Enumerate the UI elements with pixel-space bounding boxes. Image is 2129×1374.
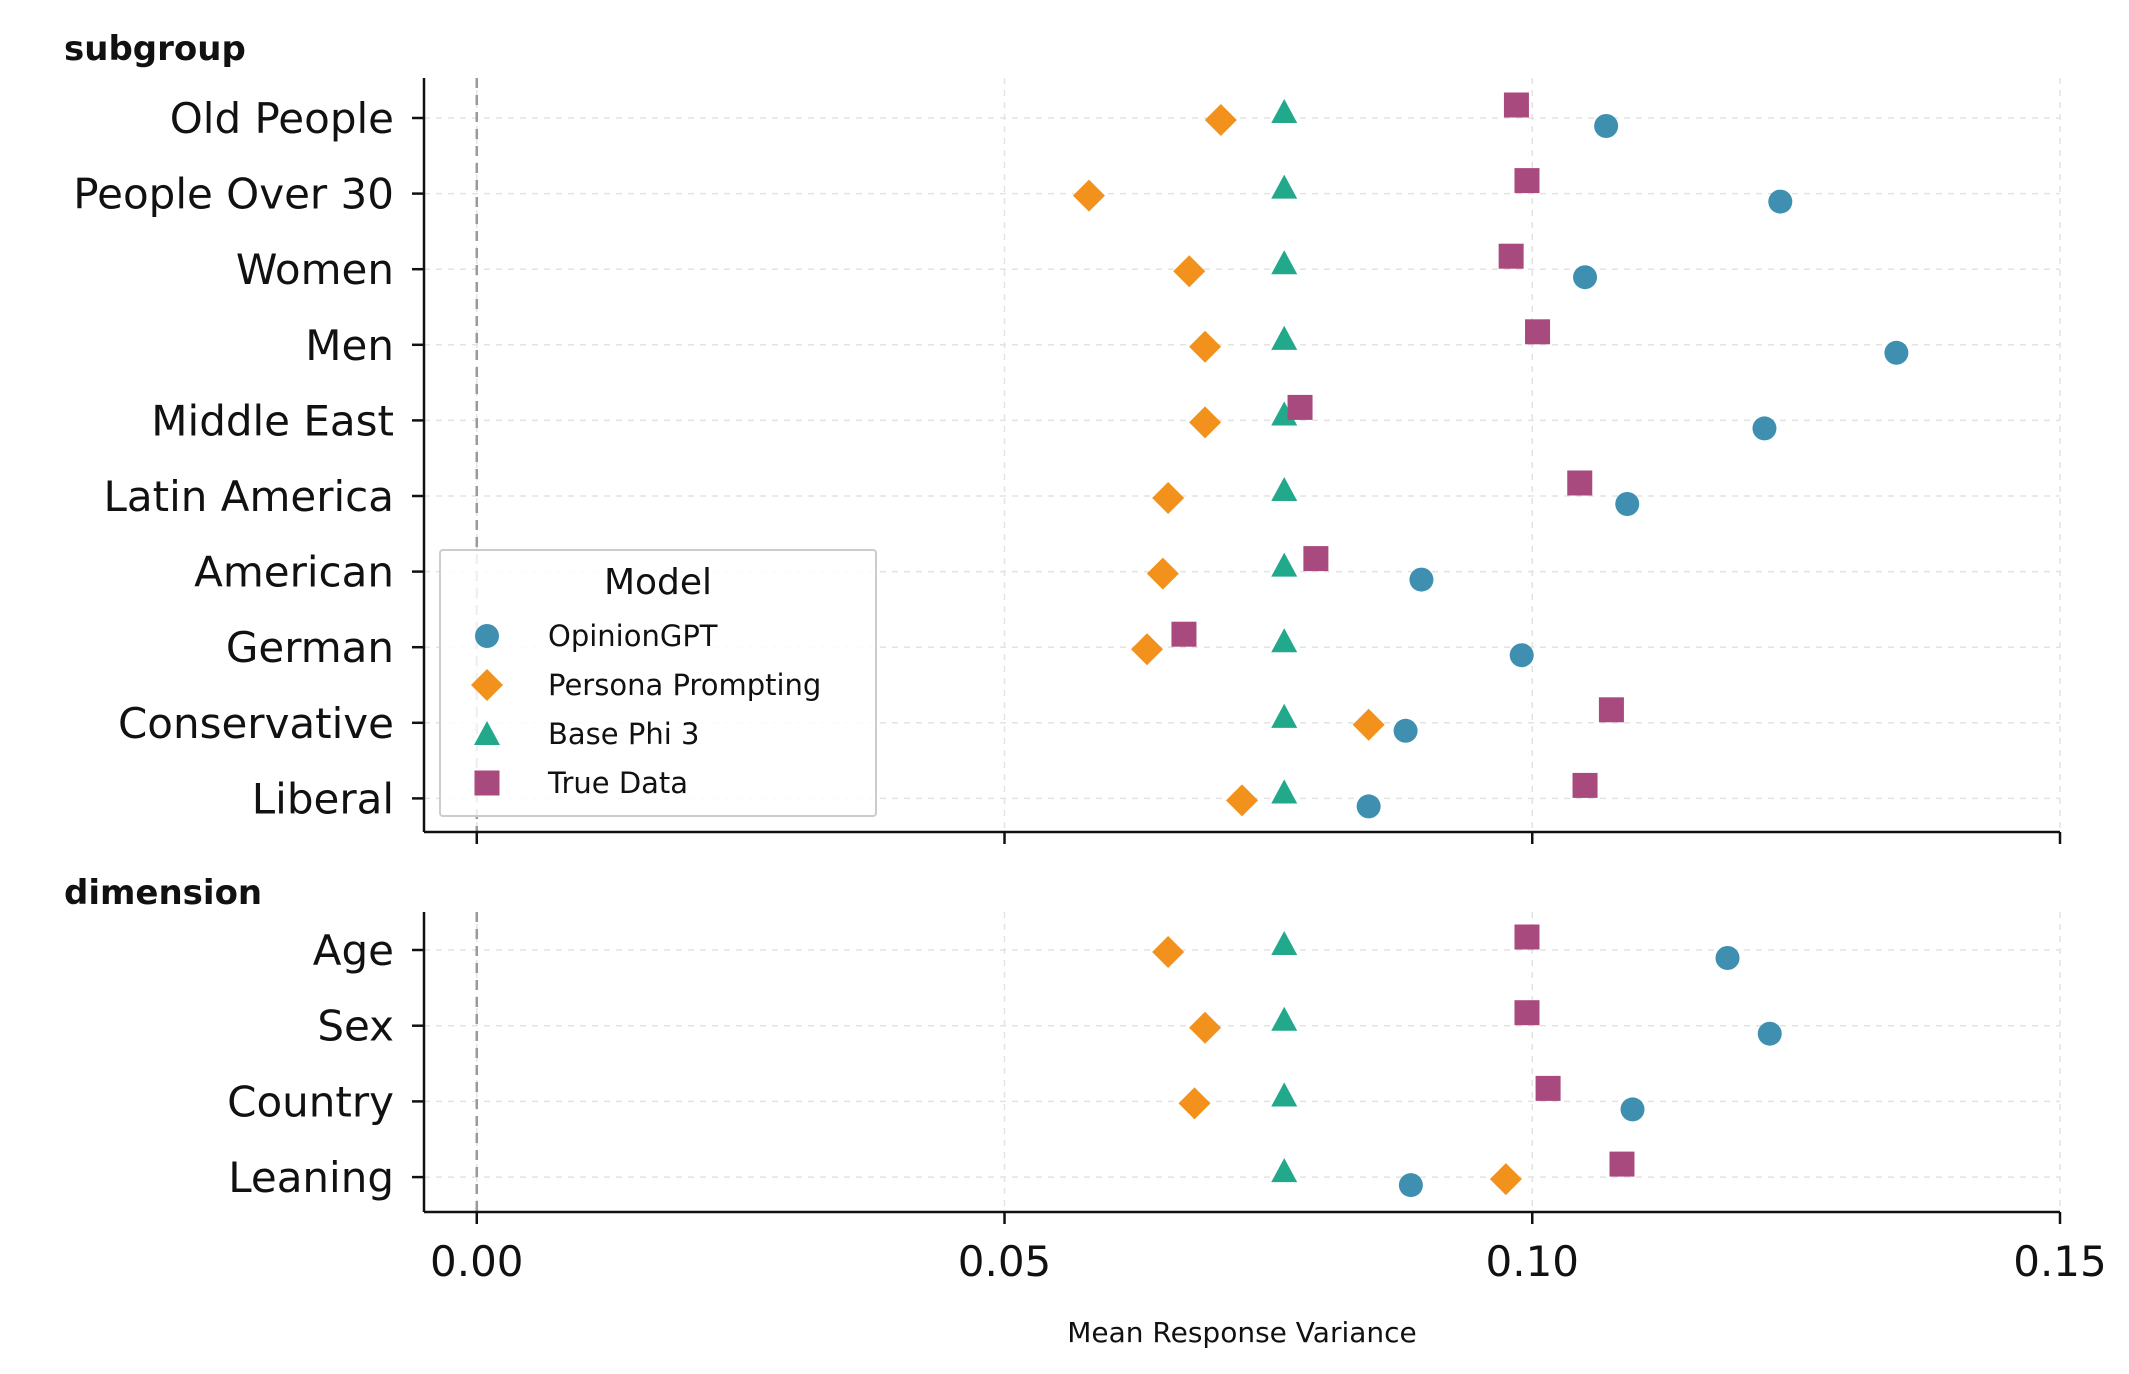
point-true-data-leaning	[1609, 1151, 1635, 1177]
panel-subgroup: subgroup Old People People Over 30 Women Men…	[64, 29, 2062, 844]
y-tick-label-liberal: Liberal	[252, 774, 394, 823]
point-persona-prompting-country	[1178, 1087, 1211, 1120]
y-tick-label-leaning: Leaning	[228, 1153, 394, 1202]
point-opiniongpt-country	[1620, 1097, 1645, 1122]
legend-title: Model	[604, 562, 712, 603]
legend-marker-base-phi-3	[474, 721, 500, 746]
y-tick-label-women: Women	[236, 245, 394, 294]
point-base-phi-3-country	[1271, 1082, 1298, 1107]
point-base-phi-3-women	[1271, 250, 1298, 275]
x-tick-label: 0.05	[958, 1237, 1052, 1286]
legend-label-true-data: True Data	[547, 766, 688, 800]
y-tick-label-latin-america: Latin America	[104, 472, 395, 521]
legend-label-opiniongpt: OpinionGPT	[548, 619, 718, 653]
point-persona-prompting-american	[1146, 557, 1179, 590]
legend: Model OpinionGPT Persona Prompting Base Phi…	[439, 549, 877, 817]
point-opiniongpt-old-people	[1594, 114, 1619, 138]
panel-title-dimension: dimension	[64, 873, 262, 913]
y-tick-label-german: German	[226, 623, 394, 672]
point-true-data-men	[1525, 319, 1551, 345]
y-tick-label-sex: Sex	[317, 1002, 394, 1051]
legend-box	[439, 549, 877, 817]
point-base-phi-3-age	[1271, 931, 1298, 956]
point-base-phi-3-people-over-30	[1271, 174, 1298, 199]
point-base-phi-3-conservative	[1271, 703, 1298, 728]
y-tick-label-old-people: Old People	[170, 94, 394, 143]
y-tick-label-men: Men	[305, 321, 394, 370]
point-persona-prompting-liberal	[1226, 784, 1258, 817]
point-base-phi-3-latin-america	[1271, 477, 1298, 502]
point-true-data-latin-america	[1567, 470, 1593, 496]
point-opiniongpt-middle-east	[1752, 416, 1777, 441]
y-tick-label-age: Age	[313, 926, 394, 975]
point-true-data-people-over-30	[1514, 168, 1540, 194]
legend-label-persona-prompting: Persona Prompting	[548, 668, 821, 702]
point-true-data-sex	[1514, 1000, 1540, 1026]
point-base-phi-3-american	[1271, 552, 1298, 577]
point-opiniongpt-leaning	[1398, 1173, 1423, 1198]
point-base-phi-3-german	[1271, 628, 1298, 653]
x-tick-label: 0.15	[2013, 1237, 2107, 1286]
x-axis-label: Mean Response Variance	[1067, 1316, 1417, 1349]
y-tick-label-conservative: Conservative	[118, 699, 394, 748]
point-persona-prompting-women	[1173, 255, 1206, 288]
point-true-data-american	[1303, 546, 1329, 572]
point-true-data-middle-east	[1287, 394, 1313, 420]
point-opiniongpt-men	[1884, 340, 1909, 365]
panel-dimension: dimension Age Sex Country Leaning	[64, 873, 2062, 1224]
point-opiniongpt-women	[1573, 265, 1598, 290]
point-true-data-age	[1514, 924, 1540, 950]
legend-label-base-phi-3: Base Phi 3	[548, 717, 699, 751]
point-base-phi-3-liberal	[1271, 779, 1298, 804]
point-opiniongpt-sex	[1757, 1021, 1782, 1046]
point-persona-prompting-german	[1131, 633, 1164, 666]
point-opiniongpt-american	[1409, 567, 1434, 592]
point-true-data-country	[1535, 1075, 1561, 1101]
x-tick-label: 0.10	[1486, 1237, 1580, 1286]
y-tick-label-american: American	[194, 548, 394, 597]
legend-marker-persona-prompting	[471, 669, 503, 701]
point-true-data-liberal	[1572, 772, 1598, 798]
point-true-data-german	[1171, 621, 1197, 647]
point-persona-prompting-middle-east	[1189, 406, 1222, 439]
point-persona-prompting-conservative	[1352, 708, 1385, 741]
point-true-data-women	[1498, 243, 1524, 269]
point-base-phi-3-leaning	[1271, 1158, 1298, 1183]
point-base-phi-3-old-people	[1271, 99, 1298, 124]
y-tick-label-middle-east: Middle East	[151, 396, 394, 445]
point-persona-prompting-leaning	[1489, 1163, 1522, 1196]
point-persona-prompting-latin-america	[1152, 482, 1185, 514]
y-tick-label-country: Country	[227, 1077, 394, 1126]
point-true-data-old-people	[1503, 92, 1529, 118]
point-opiniongpt-people-over-30	[1768, 189, 1793, 214]
legend-marker-true-data	[474, 770, 500, 796]
x-tick-label: 0.00	[430, 1237, 524, 1286]
point-true-data-conservative	[1598, 697, 1624, 723]
point-opiniongpt-conservative	[1393, 718, 1418, 743]
point-persona-prompting-old-people	[1204, 104, 1237, 136]
point-persona-prompting-people-over-30	[1072, 179, 1105, 212]
point-persona-prompting-sex	[1189, 1011, 1222, 1044]
panel-title-subgroup: subgroup	[64, 29, 246, 69]
legend-marker-opiniongpt	[475, 624, 499, 648]
point-opiniongpt-liberal	[1356, 794, 1381, 819]
point-opiniongpt-german	[1509, 643, 1534, 668]
point-persona-prompting-age	[1152, 936, 1185, 968]
point-base-phi-3-men	[1271, 325, 1298, 350]
point-opiniongpt-age	[1715, 946, 1740, 970]
point-opiniongpt-latin-america	[1615, 492, 1640, 516]
point-persona-prompting-men	[1189, 330, 1222, 363]
y-tick-label-people-over-30: People Over 30	[73, 170, 394, 219]
point-base-phi-3-sex	[1271, 1006, 1298, 1031]
